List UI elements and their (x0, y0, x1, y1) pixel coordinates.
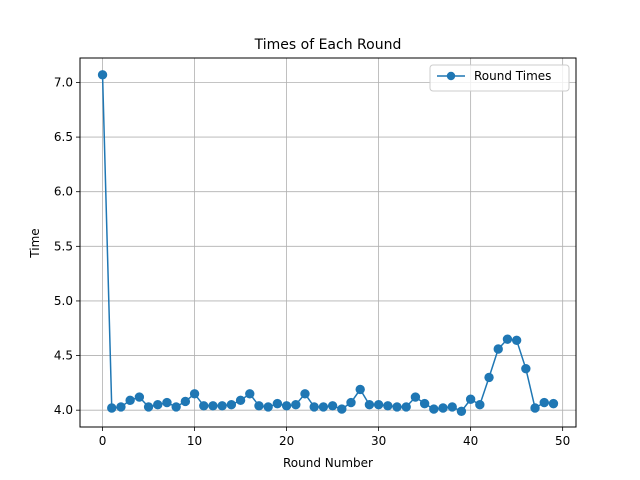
data-point (429, 404, 439, 414)
data-point (281, 401, 292, 411)
plot-frame (79, 57, 577, 428)
data-point (511, 335, 522, 345)
data-point (189, 389, 200, 399)
data-point (548, 398, 559, 409)
data-point (465, 394, 476, 404)
y-axis-title: Time (28, 228, 42, 258)
data-point (447, 402, 457, 412)
data-point (484, 372, 494, 383)
data-point (171, 402, 181, 412)
data-point (254, 401, 264, 411)
legend-box (429, 64, 570, 92)
data-point (162, 397, 172, 408)
y-tick-label: 5.0 (54, 294, 73, 308)
data-point (327, 401, 338, 411)
x-tick-label: 40 (463, 434, 478, 448)
data-point (116, 402, 126, 412)
x-tick-label: 50 (555, 434, 570, 448)
data-point (419, 398, 430, 409)
data-point (346, 397, 356, 408)
data-point (318, 402, 329, 412)
legend-label: Round Times (474, 69, 551, 83)
data-point (291, 400, 301, 410)
data-point (355, 384, 365, 395)
data-point (226, 400, 237, 410)
data-point (392, 402, 402, 412)
data-point (217, 401, 227, 411)
data-point (410, 392, 421, 402)
data-point (401, 402, 411, 412)
data-point (263, 402, 273, 412)
y-tick-label: 4.0 (54, 403, 73, 417)
data-point (199, 401, 209, 411)
grid-lines (80, 58, 576, 427)
x-tick-label: 10 (187, 434, 202, 448)
data-point (97, 70, 108, 80)
data-point (530, 403, 540, 413)
axis-ticks: 0 10 20 30 40 50 4.0 4.5 5.0 5.5 6.0 6.5 7.0 (54, 75, 570, 448)
data-point (208, 401, 218, 411)
data-point (364, 400, 375, 410)
chart-title: Times of Each Round (254, 37, 402, 53)
data-point (245, 389, 255, 399)
y-tick-label: 6.0 (54, 185, 73, 199)
data-point (539, 397, 549, 408)
legend-marker (446, 71, 456, 81)
y-tick-label: 7.0 (54, 75, 73, 89)
data-point (272, 398, 283, 409)
y-tick-label: 5.5 (54, 239, 73, 253)
series-layer (97, 70, 559, 416)
data-point (383, 401, 393, 411)
data-point (300, 389, 310, 399)
data-point (502, 334, 513, 344)
x-axis-title: Round Number (283, 456, 373, 470)
data-point (143, 402, 154, 412)
x-tick-label: 0 (99, 434, 107, 448)
y-tick-label: 4.5 (54, 349, 73, 363)
x-tick-label: 20 (279, 434, 294, 448)
data-point (456, 406, 467, 416)
data-point (134, 392, 145, 402)
data-point (475, 400, 485, 410)
data-point (235, 395, 246, 406)
data-point (521, 363, 531, 374)
data-point (153, 400, 163, 410)
x-tick-label: 30 (371, 434, 386, 448)
data-point (107, 403, 117, 413)
data-point (438, 403, 448, 413)
data-point (493, 344, 503, 354)
data-point (337, 404, 347, 414)
data-point (180, 396, 191, 407)
data-point (373, 400, 384, 410)
data-point (309, 402, 319, 412)
data-point (125, 395, 135, 406)
y-tick-label: 6.5 (54, 130, 73, 144)
legend: Round Times (429, 64, 570, 92)
